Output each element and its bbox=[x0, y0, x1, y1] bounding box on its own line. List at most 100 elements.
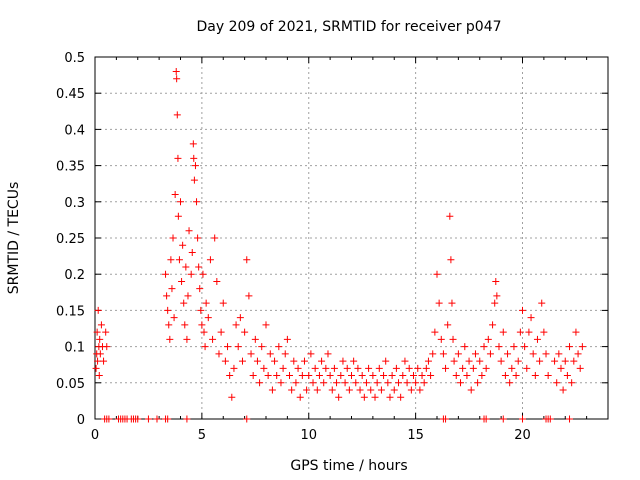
data-point bbox=[439, 350, 447, 358]
data-point bbox=[320, 379, 328, 387]
data-point bbox=[504, 350, 512, 358]
chart-title: Day 209 of 2021, SRMTID for receiver p04… bbox=[196, 19, 501, 35]
data-point bbox=[296, 393, 304, 401]
data-point bbox=[311, 364, 319, 372]
data-point bbox=[330, 364, 338, 372]
data-point bbox=[190, 176, 198, 184]
data-point bbox=[96, 350, 104, 358]
data-point bbox=[382, 357, 390, 365]
data-point bbox=[529, 350, 537, 358]
data-point bbox=[277, 379, 285, 387]
data-point bbox=[134, 415, 142, 423]
data-point bbox=[170, 314, 178, 322]
data-point bbox=[183, 415, 191, 423]
data-point bbox=[181, 321, 189, 329]
data-point bbox=[197, 306, 205, 314]
x-tick-label: 5 bbox=[198, 428, 206, 443]
data-point bbox=[174, 212, 182, 220]
data-point bbox=[103, 343, 111, 351]
y-axis-label: SRMTID / TECUs bbox=[6, 182, 22, 295]
data-point bbox=[94, 306, 102, 314]
data-point bbox=[433, 270, 441, 278]
data-point bbox=[243, 256, 251, 264]
data-point bbox=[563, 372, 571, 380]
data-point bbox=[576, 364, 584, 372]
data-point bbox=[499, 328, 507, 336]
data-point bbox=[179, 241, 187, 249]
data-point bbox=[305, 372, 313, 380]
data-point bbox=[348, 372, 355, 380]
data-point bbox=[243, 415, 251, 423]
data-point bbox=[195, 263, 203, 271]
data-point bbox=[184, 292, 192, 300]
y-tick-label: 0.1 bbox=[64, 341, 85, 356]
data-point bbox=[484, 335, 492, 343]
data-point bbox=[241, 328, 249, 336]
data-point bbox=[178, 277, 186, 285]
data-point bbox=[386, 393, 394, 401]
data-point bbox=[253, 357, 261, 365]
data-point bbox=[568, 379, 576, 387]
data-point bbox=[452, 372, 460, 380]
data-point bbox=[501, 372, 509, 380]
data-point bbox=[294, 364, 302, 372]
data-point bbox=[449, 335, 457, 343]
data-point bbox=[553, 379, 561, 387]
data-point bbox=[258, 343, 266, 351]
data-point bbox=[356, 386, 364, 394]
data-point bbox=[200, 328, 208, 336]
y-tick-label: 0.45 bbox=[56, 87, 85, 102]
data-point bbox=[217, 328, 225, 336]
data-point bbox=[427, 372, 435, 380]
data-point bbox=[281, 350, 289, 358]
data-point bbox=[516, 328, 524, 336]
data-point bbox=[196, 285, 204, 293]
data-point bbox=[352, 379, 360, 387]
data-point bbox=[163, 292, 171, 300]
data-point bbox=[298, 372, 306, 380]
data-point bbox=[273, 372, 281, 380]
data-point bbox=[521, 343, 529, 351]
data-point bbox=[403, 379, 411, 387]
data-point bbox=[491, 299, 499, 307]
y-tick-label: 0.3 bbox=[64, 196, 85, 211]
data-point bbox=[447, 256, 455, 264]
data-point bbox=[165, 321, 173, 329]
data-point bbox=[566, 415, 574, 423]
data-point bbox=[324, 350, 332, 358]
data-point bbox=[495, 343, 503, 351]
data-point bbox=[211, 234, 219, 242]
y-tick-label: 0.25 bbox=[56, 232, 85, 247]
data-point bbox=[467, 386, 475, 394]
data-point bbox=[166, 335, 174, 343]
data-point bbox=[219, 299, 227, 307]
data-point bbox=[169, 234, 177, 242]
data-point bbox=[249, 372, 257, 380]
data-point bbox=[446, 212, 454, 220]
data-point bbox=[459, 364, 467, 372]
grid bbox=[95, 57, 608, 419]
data-point bbox=[540, 328, 548, 336]
data-point bbox=[480, 343, 488, 351]
data-point bbox=[100, 357, 108, 365]
x-tick-labels: 0 5 10 15 20 bbox=[91, 428, 531, 443]
data-point bbox=[508, 364, 516, 372]
y-tick-label: 0.35 bbox=[56, 160, 85, 175]
data-point bbox=[224, 343, 232, 351]
data-point bbox=[482, 364, 490, 372]
data-point bbox=[288, 386, 296, 394]
data-point bbox=[375, 364, 383, 372]
data-point bbox=[204, 314, 212, 322]
data-point bbox=[397, 393, 405, 401]
data-point bbox=[168, 285, 176, 293]
data-point bbox=[519, 415, 526, 423]
data-point bbox=[182, 263, 190, 271]
data-point bbox=[525, 328, 533, 336]
data-point bbox=[414, 364, 422, 372]
data-point bbox=[177, 198, 184, 206]
data-point bbox=[570, 357, 578, 365]
data-point bbox=[174, 154, 182, 162]
y-tick-label: 0.2 bbox=[64, 268, 85, 283]
data-point bbox=[493, 292, 501, 300]
data-point bbox=[463, 372, 471, 380]
